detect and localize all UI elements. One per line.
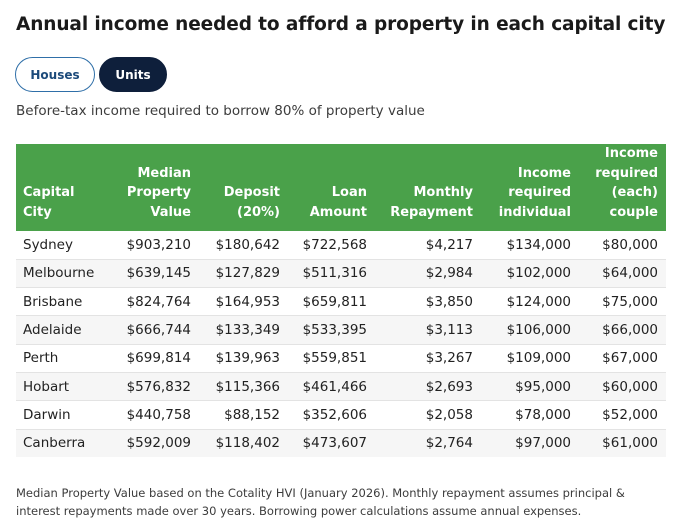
column-header-line: couple (609, 204, 658, 220)
houses-toggle-button[interactable]: Houses (15, 57, 95, 92)
cell-median-property-value: $592,009 (111, 429, 199, 458)
table-row: Sydney $903,210 $180,642 $722,568 $4,217 $134… (16, 231, 666, 260)
column-header-line: Income (517, 165, 571, 181)
cell-income-required-couple: $75,000 (579, 287, 666, 317)
column-header-line: Median (137, 165, 191, 181)
income-table: Capital City Median Property Value Deposit (20… (16, 144, 666, 458)
cell-monthly-repayment: $2,764 (375, 429, 481, 458)
units-toggle-button[interactable]: Units (99, 57, 167, 92)
cell-deposit: $88,152 (199, 400, 288, 430)
column-header-income-required-couple: Income required (each) couple (579, 144, 666, 231)
cell-income-required-couple: $80,000 (579, 231, 666, 260)
cell-income-required-couple: $61,000 (579, 429, 666, 458)
cell-loan-amount: $473,607 (288, 429, 375, 458)
cell-deposit: $127,829 (199, 259, 288, 289)
cell-deposit: $139,963 (199, 344, 288, 373)
column-header-line: required (508, 185, 571, 200)
cell-city-name: Sydney (16, 231, 111, 260)
cell-income-required-individual: $124,000 (481, 287, 579, 317)
cell-income-required-couple: $64,000 (579, 259, 666, 289)
column-header-loan-amount: Loan Amount (288, 144, 375, 231)
cell-loan-amount: $722,568 (288, 231, 375, 260)
cell-median-property-value: $903,210 (111, 231, 199, 260)
table-body: Sydney $903,210 $180,642 $722,568 $4,217 $134… (16, 231, 666, 458)
column-header-line: (each) (611, 185, 658, 200)
column-header-line: required (595, 165, 658, 181)
cell-deposit: $115,366 (199, 372, 288, 402)
cell-income-required-individual: $95,000 (481, 372, 579, 402)
cell-deposit: $164,953 (199, 287, 288, 317)
cell-income-required-couple: $52,000 (579, 400, 666, 430)
column-header-line: Repayment (390, 204, 473, 220)
cell-income-required-individual: $102,000 (481, 259, 579, 289)
cell-income-required-couple: $60,000 (579, 372, 666, 402)
cell-monthly-repayment: $3,267 (375, 344, 481, 373)
cell-income-required-individual: $134,000 (481, 231, 579, 260)
cell-city-name: Perth (16, 344, 111, 373)
column-header-line: Amount (309, 204, 367, 220)
column-header-line: City (23, 204, 52, 220)
table-header-row: Capital City Median Property Value Deposit (20… (16, 144, 666, 231)
cell-loan-amount: $461,466 (288, 372, 375, 402)
column-header-capital-city: Capital City (16, 144, 111, 231)
column-header-median-property-value: Median Property Value (111, 144, 199, 231)
column-header-line: Income (604, 146, 658, 161)
cell-income-required-individual: $106,000 (481, 315, 579, 345)
column-header-line: Deposit (223, 185, 280, 200)
cell-income-required-individual: $97,000 (481, 429, 579, 458)
cell-monthly-repayment: $2,984 (375, 259, 481, 289)
table-row: Hobart $576,832 $115,366 $461,466 $2,693 $95,… (16, 372, 666, 402)
column-header-line: Capital (23, 185, 75, 200)
cell-loan-amount: $511,316 (288, 259, 375, 289)
table-row: Perth $699,814 $139,963 $559,851 $3,267 $109,… (16, 344, 666, 373)
table-subtitle: Before-tax income required to borrow 80%… (16, 103, 425, 119)
column-header-line: Property (126, 185, 191, 200)
footnote: Median Property Value based on the Cotal… (16, 486, 625, 518)
table-row: Brisbane $824,764 $164,953 $659,811 $3,850 $1… (16, 287, 666, 317)
cell-median-property-value: $824,764 (111, 287, 199, 317)
cell-income-required-couple: $66,000 (579, 315, 666, 345)
cell-deposit: $118,402 (199, 429, 288, 458)
cell-median-property-value: $576,832 (111, 372, 199, 402)
table-row: Darwin $440,758 $88,152 $352,606 $2,058 $78,0… (16, 400, 666, 430)
cell-city-name: Hobart (16, 372, 111, 402)
cell-monthly-repayment: $3,113 (375, 315, 481, 345)
cell-median-property-value: $440,758 (111, 400, 199, 430)
table-row: Canberra $592,009 $118,402 $473,607 $2,764 $9… (16, 429, 666, 458)
cell-deposit: $180,642 (199, 231, 288, 260)
table-row: Adelaide $666,744 $133,349 $533,395 $3,113 $1… (16, 315, 666, 345)
cell-median-property-value: $639,145 (111, 259, 199, 289)
column-header-line: Loan (331, 185, 367, 200)
cell-median-property-value: $666,744 (111, 315, 199, 345)
cell-monthly-repayment: $2,058 (375, 400, 481, 430)
column-header-line: individual (498, 204, 571, 220)
column-header-monthly-repayment: Monthly Repayment (375, 144, 481, 231)
cell-income-required-individual: $109,000 (481, 344, 579, 373)
column-header-income-required-individual: Income required individual (481, 144, 579, 231)
cell-monthly-repayment: $4,217 (375, 231, 481, 260)
column-header-line: Monthly (413, 185, 473, 200)
cell-income-required-individual: $78,000 (481, 400, 579, 430)
column-header-deposit: Deposit (20%) (199, 144, 288, 231)
page-title: Annual income needed to afford a propert… (16, 14, 666, 35)
cell-city-name: Melbourne (16, 259, 111, 289)
cell-city-name: Darwin (16, 400, 111, 430)
cell-deposit: $133,349 (199, 315, 288, 345)
cell-monthly-repayment: $2,693 (375, 372, 481, 402)
cell-loan-amount: $533,395 (288, 315, 375, 345)
cell-loan-amount: $659,811 (288, 287, 375, 317)
cell-loan-amount: $559,851 (288, 344, 375, 373)
cell-city-name: Canberra (16, 429, 111, 458)
cell-loan-amount: $352,606 (288, 400, 375, 430)
cell-city-name: Brisbane (16, 287, 111, 317)
cell-monthly-repayment: $3,850 (375, 287, 481, 317)
cell-income-required-couple: $67,000 (579, 344, 666, 373)
cell-median-property-value: $699,814 (111, 344, 199, 373)
column-header-line: Value (150, 204, 191, 220)
cell-city-name: Adelaide (16, 315, 111, 345)
table-row: Melbourne $639,145 $127,829 $511,316 $2,984 $… (16, 259, 666, 289)
column-header-line: (20%) (237, 204, 280, 220)
